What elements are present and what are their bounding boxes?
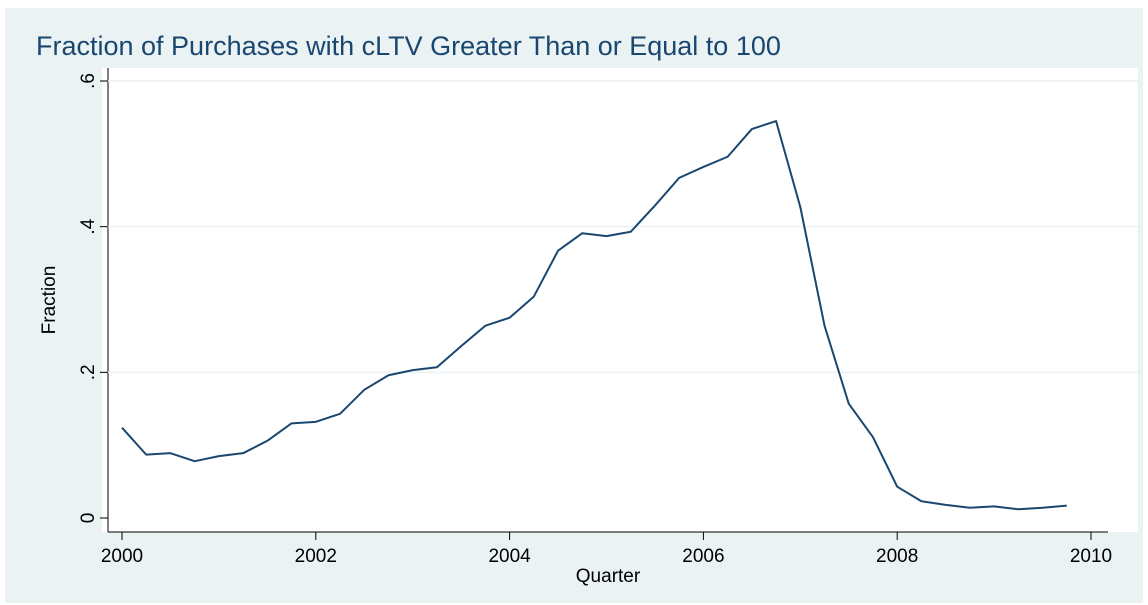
x-tick-label: 2010	[1070, 546, 1112, 567]
x-tick-label: 2006	[682, 546, 724, 567]
x-tick-label: 2008	[876, 546, 918, 567]
x-axis-label: Quarter	[576, 566, 641, 587]
y-tick-label: 0	[78, 513, 99, 524]
y-tick-label: .6	[78, 73, 99, 89]
y-axis-label: Fraction	[39, 266, 60, 335]
y-tick-label: .2	[78, 364, 99, 380]
chart-title: Fraction of Purchases with cLTV Greater …	[36, 31, 781, 61]
x-tick-label: 2000	[101, 546, 143, 567]
x-tick-label: 2002	[295, 546, 337, 567]
x-tick-label: 2004	[488, 546, 531, 567]
plot-area	[102, 68, 1138, 532]
data-line	[121, 120, 1067, 511]
y-tick-label: .4	[78, 218, 99, 234]
